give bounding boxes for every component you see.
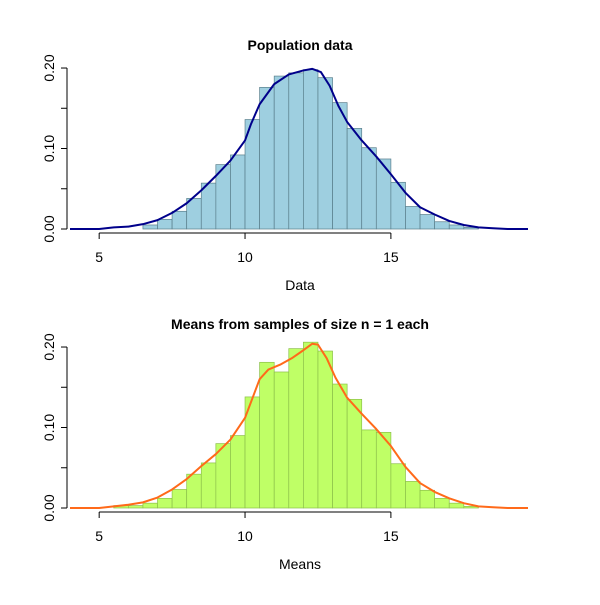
histogram-bar (127, 505, 144, 509)
x-axis-label: Means (279, 556, 321, 572)
histogram-bar (419, 489, 435, 509)
histogram-bar (273, 371, 290, 509)
density-line (70, 342, 528, 509)
histogram-bar (230, 435, 246, 509)
x-axis: 5 10 15 (95, 232, 399, 265)
histogram-bar (273, 75, 290, 230)
x-tick-label: 10 (237, 528, 253, 544)
y-tick-label: 0.10 (41, 414, 57, 441)
histogram-bar (332, 102, 348, 230)
histogram-bar (317, 77, 333, 230)
histogram-bar (405, 206, 421, 230)
histogram-bar (200, 182, 217, 230)
histogram-bar (346, 128, 363, 230)
x-tick-label: 15 (383, 528, 399, 544)
histogram-bar (259, 361, 275, 509)
histogram-bar (259, 86, 275, 230)
histogram-bar (405, 481, 421, 509)
y-tick-label: 0.20 (41, 54, 57, 81)
population-panel: Population data 5 10 15 0.00 0.10 0.20 Data (41, 37, 528, 293)
histogram-bars (113, 341, 479, 509)
histogram-bar (142, 502, 158, 509)
histogram-bar (419, 214, 435, 230)
histogram-bar (332, 383, 348, 509)
y-axis: 0.00 0.10 0.20 (41, 54, 68, 243)
histogram-bar (375, 158, 392, 230)
histogram-bar (434, 497, 450, 509)
y-tick-label: 0.00 (41, 215, 57, 242)
histogram-bar (317, 350, 333, 509)
histogram-bar (142, 224, 158, 230)
histogram-bar (171, 489, 188, 509)
y-tick-label: 0.10 (41, 135, 57, 162)
histogram-bar (230, 154, 246, 230)
means-panel: Means from samples of size n = 1 each 5 1… (41, 316, 528, 572)
histogram-bar (346, 398, 363, 509)
density-line (70, 67, 528, 230)
x-tick-label: 10 (237, 249, 253, 265)
histogram-bar (303, 69, 319, 230)
histogram-bar (448, 502, 465, 509)
histogram-bar (390, 463, 406, 509)
x-axis-label: Data (285, 277, 315, 293)
x-axis: 5 10 15 (95, 511, 399, 544)
chart-title: Population data (248, 37, 353, 53)
histogram-bar (288, 348, 304, 509)
histogram-bar (448, 224, 465, 230)
histogram-bar (434, 221, 450, 230)
histogram-bar (157, 497, 173, 509)
y-axis: 0.00 0.10 0.20 (41, 333, 68, 522)
x-tick-label: 5 (95, 249, 103, 265)
histogram-bar (186, 473, 202, 509)
x-tick-label: 5 (95, 528, 103, 544)
histogram-bar (303, 341, 319, 509)
histogram-bar (361, 429, 377, 509)
histogram-bar (288, 72, 304, 230)
histogram-bar (171, 210, 188, 230)
x-tick-label: 15 (383, 249, 399, 265)
histogram-bar (186, 198, 202, 230)
y-tick-label: 0.00 (41, 494, 57, 521)
chart-title: Means from samples of size n = 1 each (171, 316, 429, 332)
histogram-bar (157, 218, 173, 230)
y-tick-label: 0.20 (41, 333, 57, 360)
histogram-bars (142, 69, 479, 230)
histogram-bar (200, 462, 217, 509)
histogram-bar (361, 147, 377, 230)
